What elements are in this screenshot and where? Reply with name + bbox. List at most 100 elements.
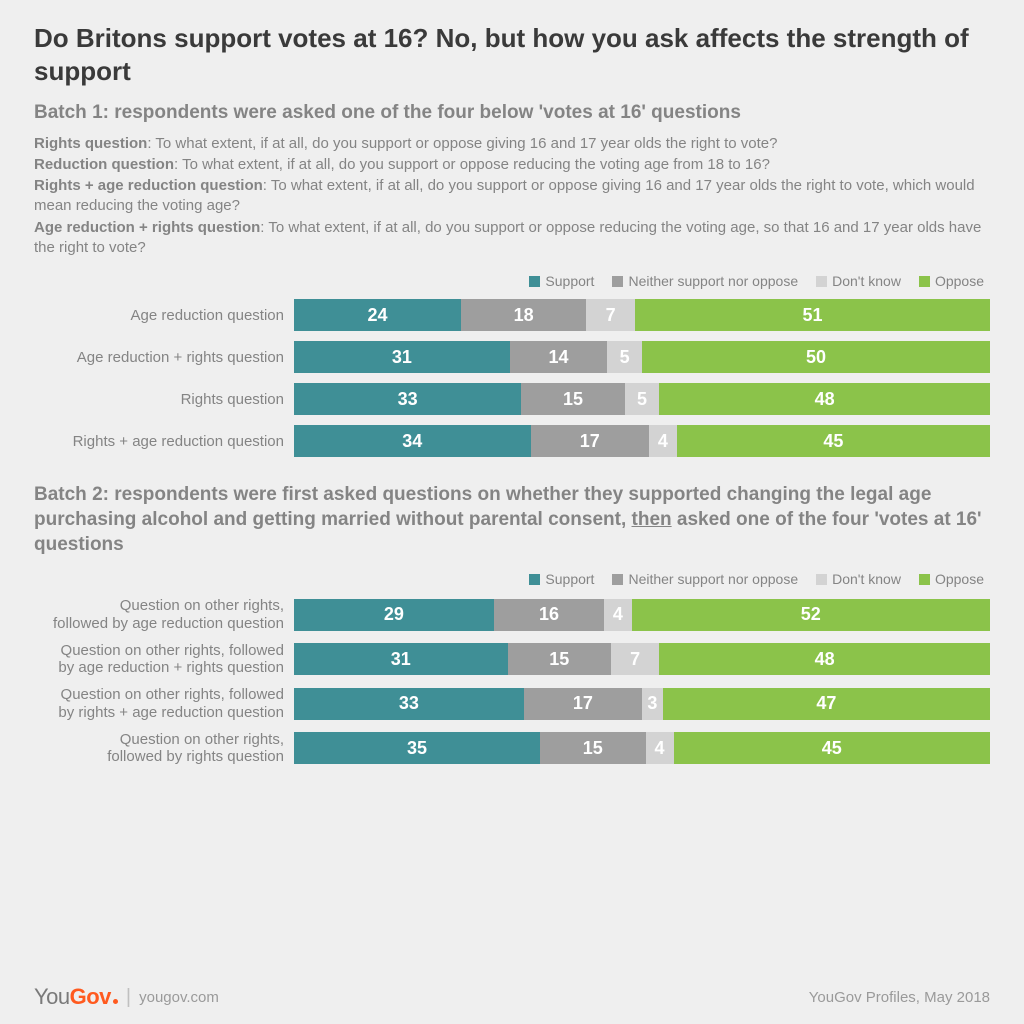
stacked-bar: 3317347 [294,688,990,720]
legend-neither: Neither support nor oppose [612,273,798,289]
infographic-container: Do Britons support votes at 16? No, but … [0,0,1024,1024]
footer-source: YouGov Profiles, May 2018 [809,989,990,1006]
yougov-logo: YouGov [34,984,118,1010]
bar-segment-neither: 15 [540,732,645,764]
footer-left: YouGov | yougov.com [34,984,219,1010]
bar-segment-dontknow: 4 [646,732,674,764]
legend-neither: Neither support nor oppose [612,571,798,587]
bar-segment-oppose: 45 [677,425,990,457]
page-title: Do Britons support votes at 16? No, but … [34,22,990,87]
bar-segment-neither: 17 [524,688,642,720]
bar-segment-oppose: 48 [659,643,990,675]
legend-support: Support [529,273,594,289]
swatch-support [529,276,540,287]
bar-segment-oppose: 48 [659,383,990,415]
batch1-question-definitions: Rights question: To what extent, if at a… [34,134,990,260]
bar-segment-oppose: 45 [674,732,990,764]
row-label: Rights + age reduction question [34,433,294,450]
chart-row: Age reduction question2418751 [34,299,990,331]
legend-dontknow: Don't know [816,273,901,289]
q-label: Reduction question [34,156,174,173]
legend: Support Neither support nor oppose Don't… [34,273,990,289]
chart-row: Age reduction + rights question3114550 [34,341,990,373]
stacked-bar: 3315548 [294,383,990,415]
spacer [34,467,990,483]
row-label: Question on other rights,followed by age… [34,597,294,632]
bar-segment-neither: 17 [531,425,649,457]
bar-segment-dontknow: 7 [586,299,635,331]
stacked-bar: 3515445 [294,732,990,764]
question-def: Rights + age reduction question: To what… [34,176,990,217]
bar-segment-oppose: 47 [663,688,990,720]
question-def: Reduction question: To what extent, if a… [34,155,990,175]
row-label: Question on other rights, followedby rig… [34,686,294,721]
batch1-header: Batch 1: respondents were asked one of t… [34,101,990,126]
bar-segment-support: 24 [294,299,461,331]
bar-segment-support: 29 [294,599,494,631]
q-label: Rights + age reduction question [34,177,263,194]
row-label: Question on other rights, followedby age… [34,642,294,677]
legend-oppose: Oppose [919,273,984,289]
bar-segment-dontknow: 3 [642,688,663,720]
chart-row: Question on other rights, followedby rig… [34,686,990,721]
bar-segment-support: 34 [294,425,531,457]
chart-row: Question on other rights,followed by rig… [34,731,990,766]
q-text: : To what extent, if at all, do you supp… [147,135,777,152]
stacked-bar: 2418751 [294,299,990,331]
bar-segment-dontknow: 4 [604,599,632,631]
bar-segment-neither: 15 [521,383,624,415]
footer-site: yougov.com [139,989,219,1006]
question-def: Age reduction + rights question: To what… [34,218,990,259]
bar-segment-oppose: 51 [635,299,990,331]
swatch-dontknow [816,574,827,585]
stacked-bar: 3417445 [294,425,990,457]
bar-segment-neither: 18 [461,299,586,331]
footer: YouGov | yougov.com YouGov Profiles, May… [34,976,990,1010]
swatch-oppose [919,276,930,287]
swatch-neither [612,574,623,585]
logo-dot-icon [113,999,118,1004]
question-def: Rights question: To what extent, if at a… [34,134,990,154]
legend-support: Support [529,571,594,587]
q-label: Age reduction + rights question [34,219,260,236]
bar-segment-support: 33 [294,688,524,720]
legend: Support Neither support nor oppose Don't… [34,571,990,587]
bar-segment-dontknow: 5 [607,341,642,373]
chart-row: Question on other rights,followed by age… [34,597,990,632]
chart-row: Rights + age reduction question3417445 [34,425,990,457]
row-label: Age reduction + rights question [34,349,294,366]
bar-segment-support: 35 [294,732,540,764]
swatch-oppose [919,574,930,585]
bar-segment-neither: 14 [510,341,607,373]
batch2-chart: Question on other rights,followed by age… [34,597,990,775]
swatch-support [529,574,540,585]
legend-dontknow: Don't know [816,571,901,587]
bar-segment-dontknow: 7 [611,643,659,675]
bar-segment-support: 31 [294,643,508,675]
divider: | [126,986,131,1009]
bar-segment-oppose: 50 [642,341,990,373]
bar-segment-neither: 15 [508,643,611,675]
bar-segment-oppose: 52 [632,599,990,631]
batch1-chart: Age reduction question2418751Age reducti… [34,299,990,467]
row-label: Question on other rights,followed by rig… [34,731,294,766]
q-text: : To what extent, if at all, do you supp… [174,156,770,173]
chart-row: Rights question3315548 [34,383,990,415]
bar-segment-support: 33 [294,383,521,415]
legend-oppose: Oppose [919,571,984,587]
stacked-bar: 2916452 [294,599,990,631]
batch2-header: Batch 2: respondents were first asked qu… [34,483,990,557]
swatch-dontknow [816,276,827,287]
stacked-bar: 3114550 [294,341,990,373]
bar-segment-dontknow: 5 [625,383,659,415]
swatch-neither [612,276,623,287]
logo-you: You [34,984,70,1010]
bar-segment-neither: 16 [494,599,604,631]
logo-gov: Gov [70,984,111,1010]
q-label: Rights question [34,135,147,152]
bar-segment-support: 31 [294,341,510,373]
row-label: Age reduction question [34,307,294,324]
bar-segment-dontknow: 4 [649,425,677,457]
stacked-bar: 3115748 [294,643,990,675]
chart-row: Question on other rights, followedby age… [34,642,990,677]
